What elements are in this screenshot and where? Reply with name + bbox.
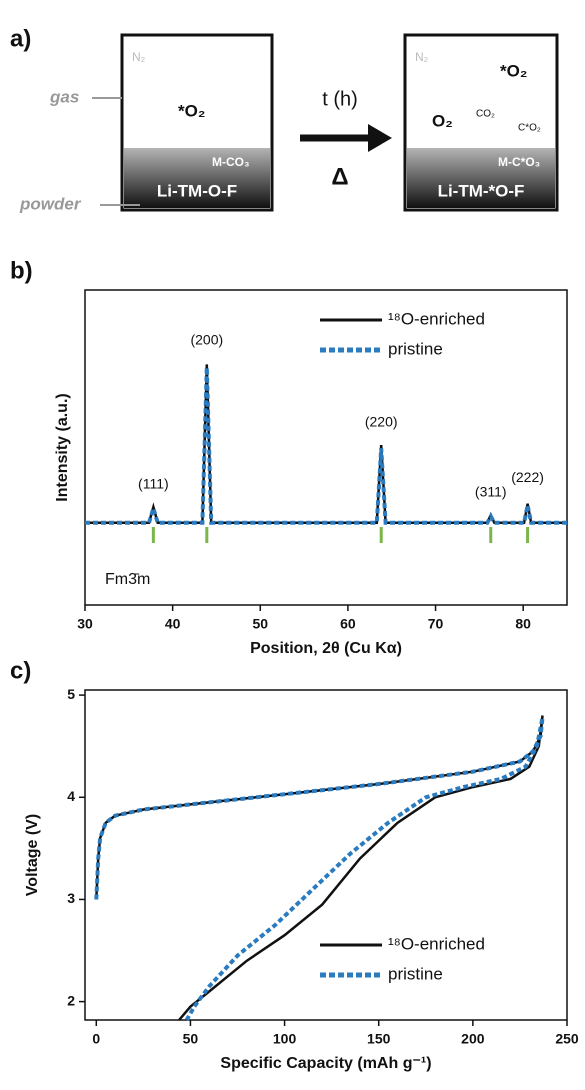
x-tick-label: 150 [367, 1031, 391, 1047]
phase-label: Fm3̄m [105, 571, 150, 588]
peak-label: (220) [365, 414, 398, 430]
x-tick-label: 60 [340, 616, 356, 632]
x-tick-label: 30 [77, 616, 93, 632]
powder-layer [124, 148, 270, 208]
x-tick-label: 50 [252, 616, 268, 632]
legend-label: pristine [388, 964, 443, 983]
gas: *O₂ [500, 61, 527, 80]
y-tick-label: 2 [67, 992, 75, 1008]
panel-label: b) [10, 257, 33, 284]
gas: C*O₂ [518, 123, 541, 134]
y-tick-label: 3 [67, 890, 75, 906]
peak-label: (200) [190, 331, 223, 347]
y-axis-label: Intensity (a.u.) [54, 393, 71, 501]
x-tick-label: 0 [92, 1031, 100, 1047]
panel-label: c) [10, 657, 31, 684]
legend-label: pristine [388, 339, 443, 358]
diagram: a) gas powder N₂ *O₂ M-CO₃ Li-TM-O-F t (… [10, 25, 559, 213]
x-tick-label: 50 [183, 1031, 199, 1047]
y-tick-label: 5 [67, 686, 75, 702]
gas: *O₂ [178, 101, 205, 120]
oxide: Li-TM-*O-F [438, 181, 525, 200]
panel-label: a) [10, 25, 31, 52]
oxide: Li-TM-O-F [157, 181, 237, 200]
carbonate: M-C*O₃ [498, 155, 540, 169]
x-tick-label: 70 [428, 616, 444, 632]
x-axis-label: Position, 2θ (Cu Kα) [250, 640, 402, 657]
gas: CO₂ [476, 109, 495, 120]
x-tick-label: 80 [515, 616, 531, 632]
line [95, 715, 544, 1021]
arrow-label: Δ [331, 163, 348, 190]
legend-label: ¹⁸O-enriched [388, 934, 485, 953]
gas-label: gas [49, 87, 79, 106]
legend-label: ¹⁸O-enriched [388, 309, 485, 328]
peak-label: (222) [511, 469, 544, 485]
plot-frame [84, 289, 568, 606]
x-tick-label: 40 [165, 616, 181, 632]
peak-label: (111) [138, 475, 169, 491]
x-tick-label: 100 [273, 1031, 297, 1047]
gas: O₂ [432, 111, 453, 130]
line [94, 717, 545, 1021]
atmosphere: N₂ [132, 50, 146, 64]
arrow-head [368, 124, 392, 152]
powder-layer [407, 148, 555, 208]
x-tick-label: 250 [555, 1031, 579, 1047]
arrow-label: t (h) [322, 88, 358, 110]
y-tick-label: 4 [67, 788, 75, 804]
peak-label: (311) [475, 483, 507, 499]
line [85, 367, 567, 525]
plot-frame [84, 689, 568, 1021]
x-tick-label: 200 [461, 1031, 485, 1047]
atmosphere: N₂ [415, 50, 429, 64]
powder-label: powder [19, 194, 82, 213]
carbonate: M-CO₃ [212, 155, 250, 169]
y-axis-label: Voltage (V) [24, 814, 41, 896]
x-axis-label: Specific Capacity (mAh g⁻¹) [220, 1055, 431, 1072]
